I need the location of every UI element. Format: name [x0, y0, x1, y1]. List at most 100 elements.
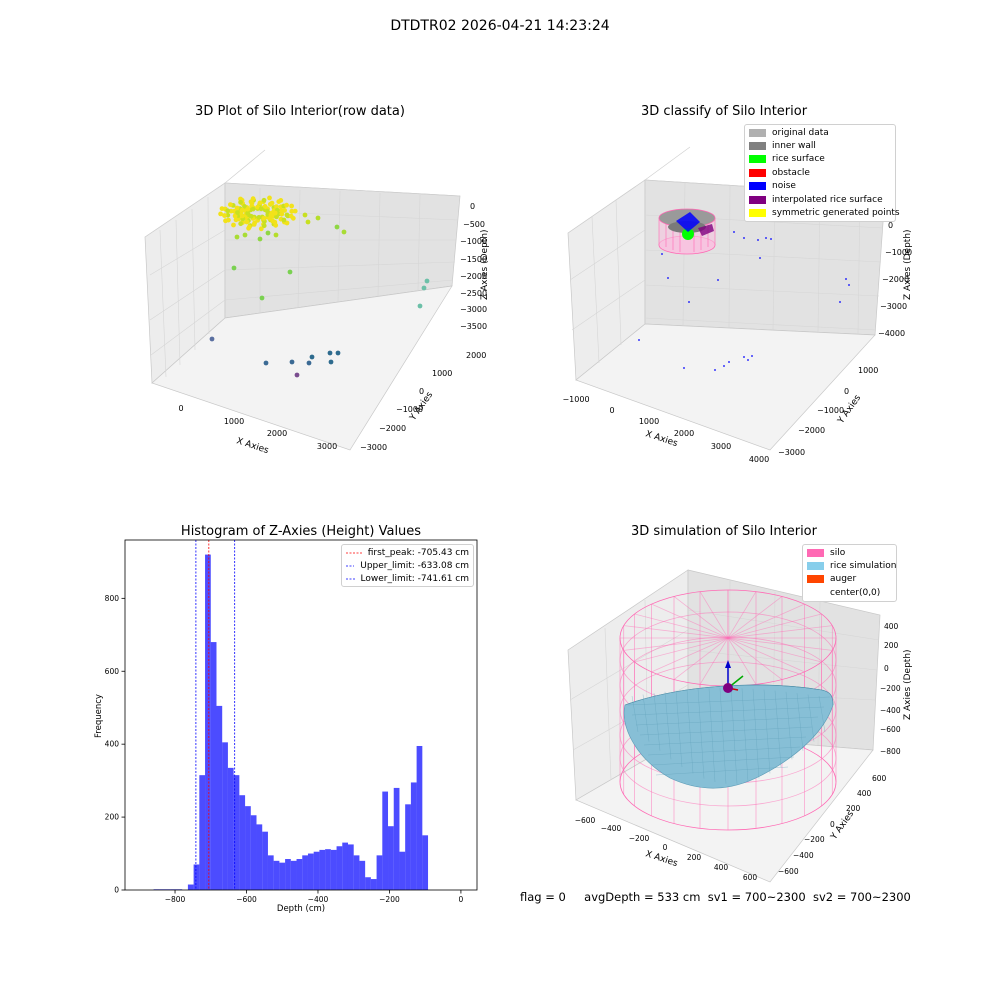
histogram-bar [205, 554, 211, 890]
histogram-bar [210, 642, 217, 890]
raw-data-point [288, 213, 294, 219]
noise-point [683, 367, 685, 369]
raw-data-point [250, 206, 256, 212]
sim-ytick: −400 [793, 851, 814, 860]
histogram-xlabel: Depth (cm) [277, 904, 325, 914]
silo-roof-spoke [727, 591, 757, 639]
raw-data-point [315, 215, 321, 221]
silo-roof-spoke [673, 637, 729, 680]
raw-ztick: −2500 [460, 289, 487, 298]
classify-z-ticks: 0 −1000 −2000 −3000 −4000 [878, 221, 912, 338]
raw-data-point [258, 206, 264, 212]
histogram-legend: first_peak: -705.43 cm Upper_limit: -633… [341, 544, 474, 587]
raw-data-point [302, 212, 308, 218]
classify-xtick: 3000 [711, 442, 731, 451]
histogram-bar [347, 844, 354, 890]
histogram-bar [382, 791, 389, 890]
legend-item-first-peak: first_peak: -705.43 cm [342, 546, 473, 559]
raw-data-point [248, 199, 254, 205]
histogram-bar [285, 859, 291, 890]
raw-ztick: −3000 [460, 305, 487, 314]
histogram-bar [422, 835, 429, 890]
raw-3d-plot: 0 1000 2000 3000 X Axies 2000 1000 0 −10… [144, 149, 490, 456]
raw-ztick: −3500 [460, 322, 487, 331]
histogram-xtick-label: −800 [165, 895, 186, 904]
legend-item-lower-limit: Lower_limit: -741.61 cm [342, 572, 473, 585]
rice-mesh-line [655, 766, 789, 776]
legend-label: center(0,0) [830, 587, 881, 598]
classify-xtick: −1000 [562, 395, 589, 404]
raw-data-point [272, 219, 278, 225]
noise-point [743, 237, 745, 239]
noise-point [667, 277, 669, 279]
status-flag: flag = 0 [520, 890, 566, 904]
rice-mesh-line [708, 688, 716, 783]
simulation-x-ticks: −600 −400 −200 0 200 400 600 [575, 816, 758, 882]
silo-roof-spoke [673, 596, 729, 639]
rice-mesh-line [686, 689, 694, 774]
histogram-bar [245, 806, 251, 890]
raw-data-point [244, 219, 250, 225]
histogram-bar [399, 851, 406, 890]
raw-data-point [269, 200, 275, 206]
classify-ytick: −3000 [778, 448, 805, 457]
raw-panes [144, 149, 461, 451]
raw-data-point [259, 295, 265, 301]
raw-data-point [261, 197, 267, 203]
silo-roof-spoke [623, 637, 729, 651]
legend-item-upper-limit: Upper_limit: -633.08 cm [342, 559, 473, 572]
raw-ztick: −1500 [460, 255, 487, 264]
simulation-zlabel: Z Axies (Depth) [903, 649, 913, 720]
raw-data-point [417, 303, 423, 309]
legend-swatch [749, 195, 766, 204]
rice-mesh-line [627, 696, 831, 706]
histogram-bar [319, 849, 326, 890]
legend-swatch [807, 589, 824, 597]
histogram-bar [233, 775, 240, 890]
raw-points [209, 195, 430, 378]
raw-data-point [327, 350, 333, 356]
histogram-frame [124, 539, 478, 891]
histogram-bar [302, 855, 308, 890]
raw-data-point [289, 203, 294, 209]
histogram-bar [376, 855, 383, 890]
histogram-ytick-label: 200 [105, 813, 120, 822]
histogram-ytick-label: 0 [114, 886, 119, 895]
raw-ytick: 2000 [466, 351, 486, 360]
simulation-legend: silo rice simulation auger center(0,0) [802, 544, 897, 602]
raw-data-point [239, 213, 245, 219]
histogram-xtick-label: −400 [308, 895, 329, 904]
raw-ztick: −2000 [460, 272, 487, 281]
rice-mesh-line [642, 694, 650, 742]
legend-swatch [807, 548, 824, 557]
histogram-bar [307, 853, 314, 890]
classify-plot-title: 3D classify of Silo Interior [640, 104, 808, 119]
raw-x-ticks: 0 1000 2000 3000 [178, 404, 337, 451]
histogram-bar [227, 767, 234, 890]
silo-roof-spoke [727, 596, 783, 639]
raw-data-point [306, 360, 312, 366]
raw-data-point [218, 211, 224, 217]
rice-mesh-line [763, 689, 771, 774]
legend-label: Lower_limit: -741.61 cm [360, 573, 469, 584]
histogram-bar [416, 745, 423, 890]
status-sv1: sv1 = 700~2300 [707, 890, 806, 904]
raw-data-point [245, 206, 251, 212]
rice-mesh-line [774, 690, 782, 768]
raw-data-point [257, 236, 263, 242]
legend-label: inner wall [772, 141, 816, 152]
noise-point [661, 253, 663, 255]
noise-point [757, 239, 759, 241]
classify-xtick: 2000 [674, 429, 694, 438]
rice-mesh-line [785, 691, 793, 760]
histogram-y-ticks: 0 200 400 600 800 [105, 594, 125, 895]
raw-data-point [261, 223, 267, 229]
raw-data-point [255, 204, 260, 210]
raw-data-point [424, 278, 430, 284]
silo-roof-spoke [699, 591, 729, 639]
histogram-title: Histogram of Z-Axies (Height) Values [180, 524, 422, 539]
raw-data-point [284, 202, 289, 208]
raw-data-point [265, 230, 271, 236]
histogram-bar [222, 742, 228, 890]
sim-ztick: −800 [880, 747, 901, 756]
